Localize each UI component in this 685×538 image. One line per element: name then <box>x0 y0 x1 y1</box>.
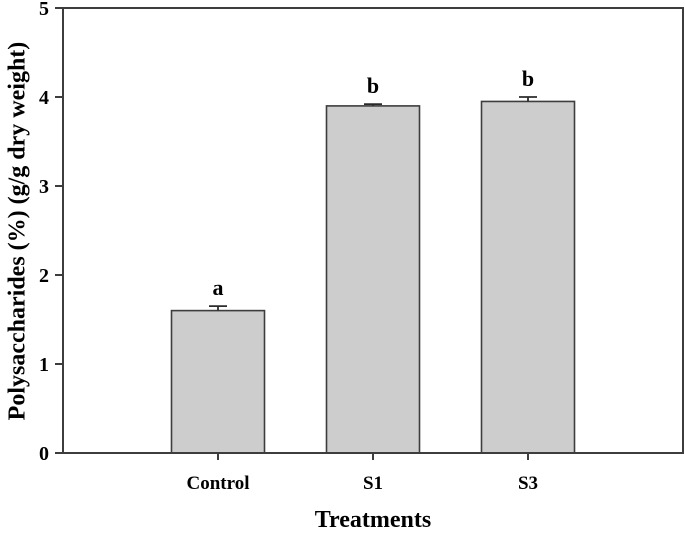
y-tick-label-4: 4 <box>39 87 49 109</box>
bar-control <box>170 309 266 454</box>
x-tick-label-s1: S1 <box>363 473 383 494</box>
plot-frame <box>62 7 684 454</box>
x-tick-label-control: Control <box>187 473 250 494</box>
x-axis-title: Treatments <box>314 507 432 533</box>
y-tick-label-0: 0 <box>39 443 49 465</box>
sig-letter-s3: b <box>522 66 534 91</box>
y-axis-title: Polysaccharides (%) (g/g dry weight) <box>4 41 31 421</box>
y-tick-label-1: 1 <box>39 354 49 376</box>
x-tick-label-s3: S3 <box>518 473 538 494</box>
y-tick-label-3: 3 <box>39 176 49 198</box>
bar-s1 <box>325 105 421 454</box>
sig-letter-s1: b <box>367 73 379 98</box>
sig-letter-control: a <box>213 275 224 300</box>
y-tick-label-2: 2 <box>39 265 49 287</box>
bar-s3 <box>480 100 576 454</box>
y-tick-label-5: 5 <box>39 0 49 20</box>
